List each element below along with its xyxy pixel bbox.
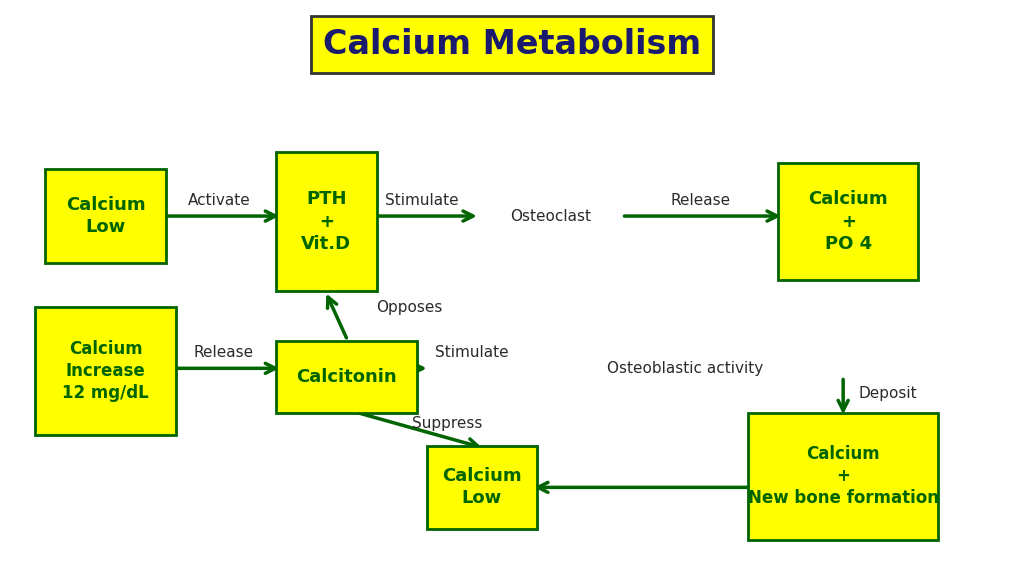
FancyBboxPatch shape	[778, 163, 919, 280]
Text: Calcium
Low: Calcium Low	[66, 196, 145, 236]
Text: Stimulate: Stimulate	[435, 345, 509, 360]
Text: Release: Release	[671, 193, 731, 208]
Text: Calcium Metabolism: Calcium Metabolism	[323, 28, 701, 61]
Text: Deposit: Deposit	[858, 386, 916, 401]
FancyBboxPatch shape	[35, 307, 176, 435]
FancyBboxPatch shape	[748, 412, 938, 540]
Text: Osteoblastic activity: Osteoblastic activity	[607, 361, 764, 376]
Text: Calcium
Increase
12 mg/dL: Calcium Increase 12 mg/dL	[62, 340, 148, 402]
Text: Calcitonin: Calcitonin	[296, 368, 396, 386]
Text: Calcium
+
New bone formation: Calcium + New bone formation	[748, 445, 939, 507]
Text: Stimulate: Stimulate	[385, 193, 459, 208]
FancyBboxPatch shape	[276, 153, 377, 291]
Text: Osteoclast: Osteoclast	[510, 208, 591, 224]
Text: Calcium
+
PO 4: Calcium + PO 4	[808, 190, 888, 253]
FancyBboxPatch shape	[276, 341, 417, 412]
FancyBboxPatch shape	[427, 446, 537, 529]
Text: Activate: Activate	[187, 193, 250, 208]
Text: Release: Release	[194, 345, 254, 360]
FancyBboxPatch shape	[45, 169, 166, 263]
Text: Calcium
Low: Calcium Low	[442, 467, 521, 507]
Text: Suppress: Suppress	[412, 416, 482, 431]
Text: Opposes: Opposes	[377, 300, 443, 315]
Text: PTH
+
Vit.D: PTH + Vit.D	[301, 190, 351, 253]
